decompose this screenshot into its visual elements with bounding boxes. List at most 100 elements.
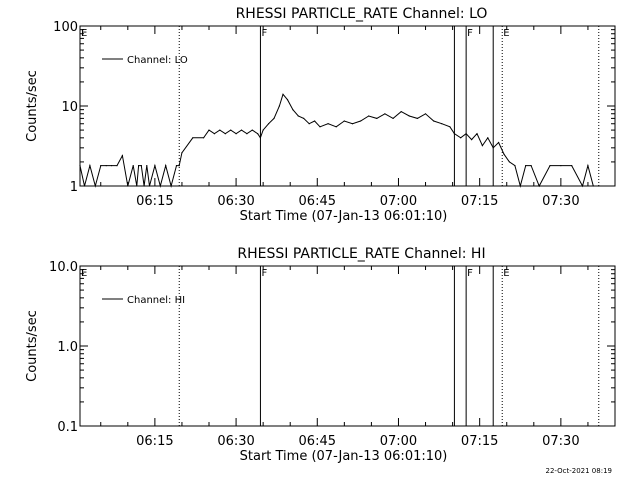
x-tick-label: 06:30: [217, 434, 254, 449]
data-point: [257, 133, 259, 135]
data-point: [286, 99, 289, 101]
data-point: [159, 185, 161, 187]
legend-label: Channel: HI: [127, 295, 185, 306]
chart-title: RHESSI PARTICLE_RATE Channel: HI: [237, 246, 485, 262]
data-point: [154, 165, 156, 167]
data-point: [140, 165, 142, 167]
x-tick-label: 07:30: [542, 194, 579, 209]
data-point: [481, 145, 483, 147]
data-point: [441, 123, 443, 125]
data-point: [138, 165, 140, 167]
x-tick-label: 06:45: [299, 434, 336, 449]
data-point: [525, 165, 527, 167]
data-point: [292, 109, 294, 111]
data-point: [273, 117, 275, 119]
data-point: [308, 123, 310, 125]
data-point: [487, 137, 489, 139]
data-point: [100, 165, 102, 167]
plot-frame: [79, 25, 616, 187]
data-point: [79, 165, 81, 167]
data-point: [136, 185, 138, 187]
y-tick-label: 10: [61, 100, 78, 115]
y-tick-label: 1: [70, 180, 78, 195]
data-point: [143, 185, 145, 187]
data-point: [148, 185, 151, 187]
data-point: [519, 185, 521, 187]
data-point: [492, 147, 494, 149]
x-tick-label: 07:15: [461, 194, 498, 209]
data-point: [549, 165, 551, 167]
event-marker-label: F: [261, 268, 267, 279]
y-tick-label: 0.1: [57, 420, 78, 435]
data-point: [213, 133, 215, 135]
data-point: [175, 165, 178, 167]
data-point: [343, 120, 345, 122]
data-point: [592, 185, 594, 187]
event-marker-label: F: [467, 28, 473, 39]
data-point: [208, 129, 210, 131]
data-point: [453, 133, 455, 135]
x-tick-label: 06:45: [299, 194, 336, 209]
data-point: [424, 113, 427, 115]
data-point: [89, 165, 91, 167]
data-point: [498, 141, 500, 144]
data-point: [251, 129, 253, 131]
x-tick-label: 06:30: [217, 194, 254, 209]
data-point: [514, 165, 516, 167]
data-point: [319, 126, 321, 128]
x-tick-label: 07:15: [461, 434, 498, 449]
data-point: [165, 165, 167, 167]
data-point: [259, 137, 261, 139]
x-tick-label: 06:15: [136, 194, 173, 209]
data-point: [224, 133, 226, 135]
data-point: [530, 165, 532, 167]
data-point: [146, 165, 148, 167]
series-line: [79, 93, 599, 188]
y-tick-label: 1.0: [57, 340, 78, 355]
event-marker-label: E: [503, 28, 509, 39]
data-point: [303, 117, 305, 119]
data-point: [327, 123, 329, 125]
data-point: [219, 129, 221, 131]
y-tick-label: 100: [53, 20, 78, 35]
data-point: [170, 185, 172, 187]
data-point: [351, 123, 354, 125]
data-point: [465, 133, 467, 135]
data-point: [132, 165, 134, 167]
data-point: [235, 133, 237, 135]
plot-frame: [79, 265, 616, 427]
data-point: [181, 152, 183, 154]
data-point: [416, 117, 418, 119]
data-point: [94, 185, 96, 187]
event-marker-label: F: [467, 268, 473, 279]
panel-lo: RHESSI PARTICLE_RATE Channel: LO 1 10 100 Co…: [25, 6, 616, 224]
data-point: [538, 185, 540, 187]
data-point: [246, 133, 248, 135]
data-point: [282, 93, 284, 95]
data-point: [83, 185, 86, 187]
data-point: [368, 115, 370, 117]
y-axis-label: Counts/sec: [25, 310, 40, 382]
x-tick-label: 07:00: [380, 434, 417, 449]
data-point: [598, 185, 600, 187]
x-tick-label: 07:30: [542, 434, 579, 449]
data-point: [471, 139, 473, 141]
data-point: [121, 155, 123, 157]
data-point: [105, 165, 107, 167]
data-point: [476, 133, 478, 135]
data-point: [376, 117, 378, 119]
data-point: [240, 129, 243, 131]
data-point: [392, 117, 394, 119]
data-point: [503, 153, 505, 155]
panel-hi: RHESSI PARTICLE_RATE Channel: HI 0.1 1.0 10…: [25, 246, 616, 464]
data-point: [384, 113, 386, 115]
data-point: [449, 126, 451, 128]
data-point: [587, 165, 589, 167]
y-axis-label: Counts/sec: [25, 70, 40, 142]
data-point: [508, 161, 510, 163]
data-point: [571, 165, 573, 167]
x-axis-label: Start Time (07-Jan-13 06:01:10): [240, 449, 448, 464]
data-point: [433, 120, 435, 122]
data-point: [460, 137, 462, 139]
